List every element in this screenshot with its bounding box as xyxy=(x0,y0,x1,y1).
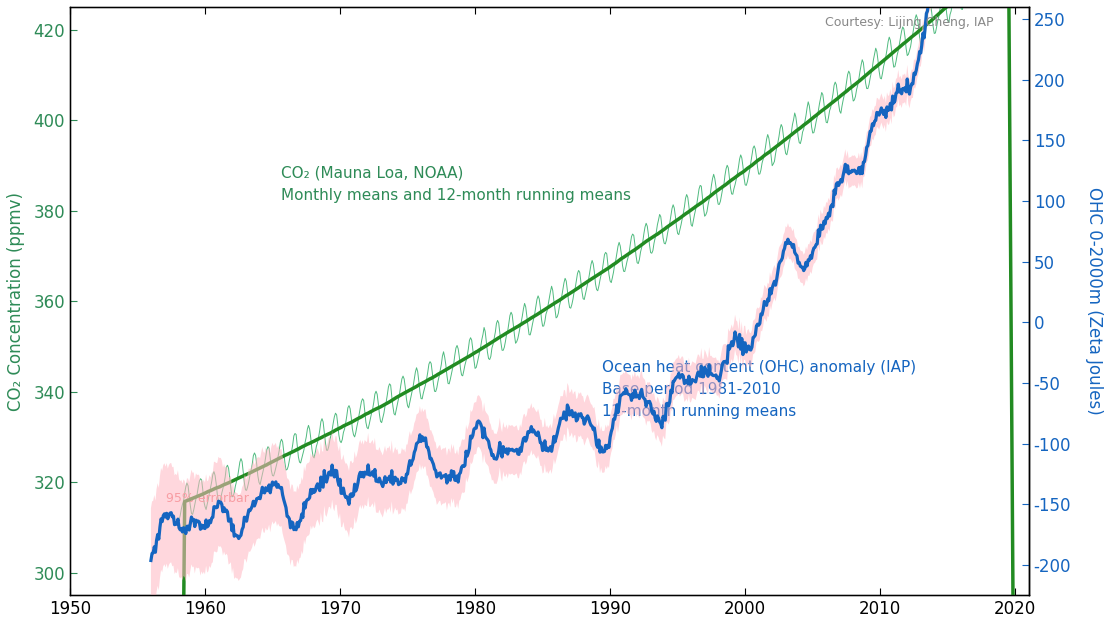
Y-axis label: CO₂ Concentration (ppmv): CO₂ Concentration (ppmv) xyxy=(7,192,24,411)
Text: 95% errorbar: 95% errorbar xyxy=(165,492,249,505)
Text: Courtesy: Lijing Cheng, IAP: Courtesy: Lijing Cheng, IAP xyxy=(825,16,993,29)
Text: CO₂ (Mauna Loa, NOAA)
Monthly means and 12-month running means: CO₂ (Mauna Loa, NOAA) Monthly means and … xyxy=(281,166,630,203)
Y-axis label: OHC 0-2000m (Zeta Joules): OHC 0-2000m (Zeta Joules) xyxy=(1086,188,1103,415)
Text: Ocean heat content (OHC) anomaly (IAP)
Base period 1981-2010
12-month running me: Ocean heat content (OHC) anomaly (IAP) B… xyxy=(602,360,916,419)
